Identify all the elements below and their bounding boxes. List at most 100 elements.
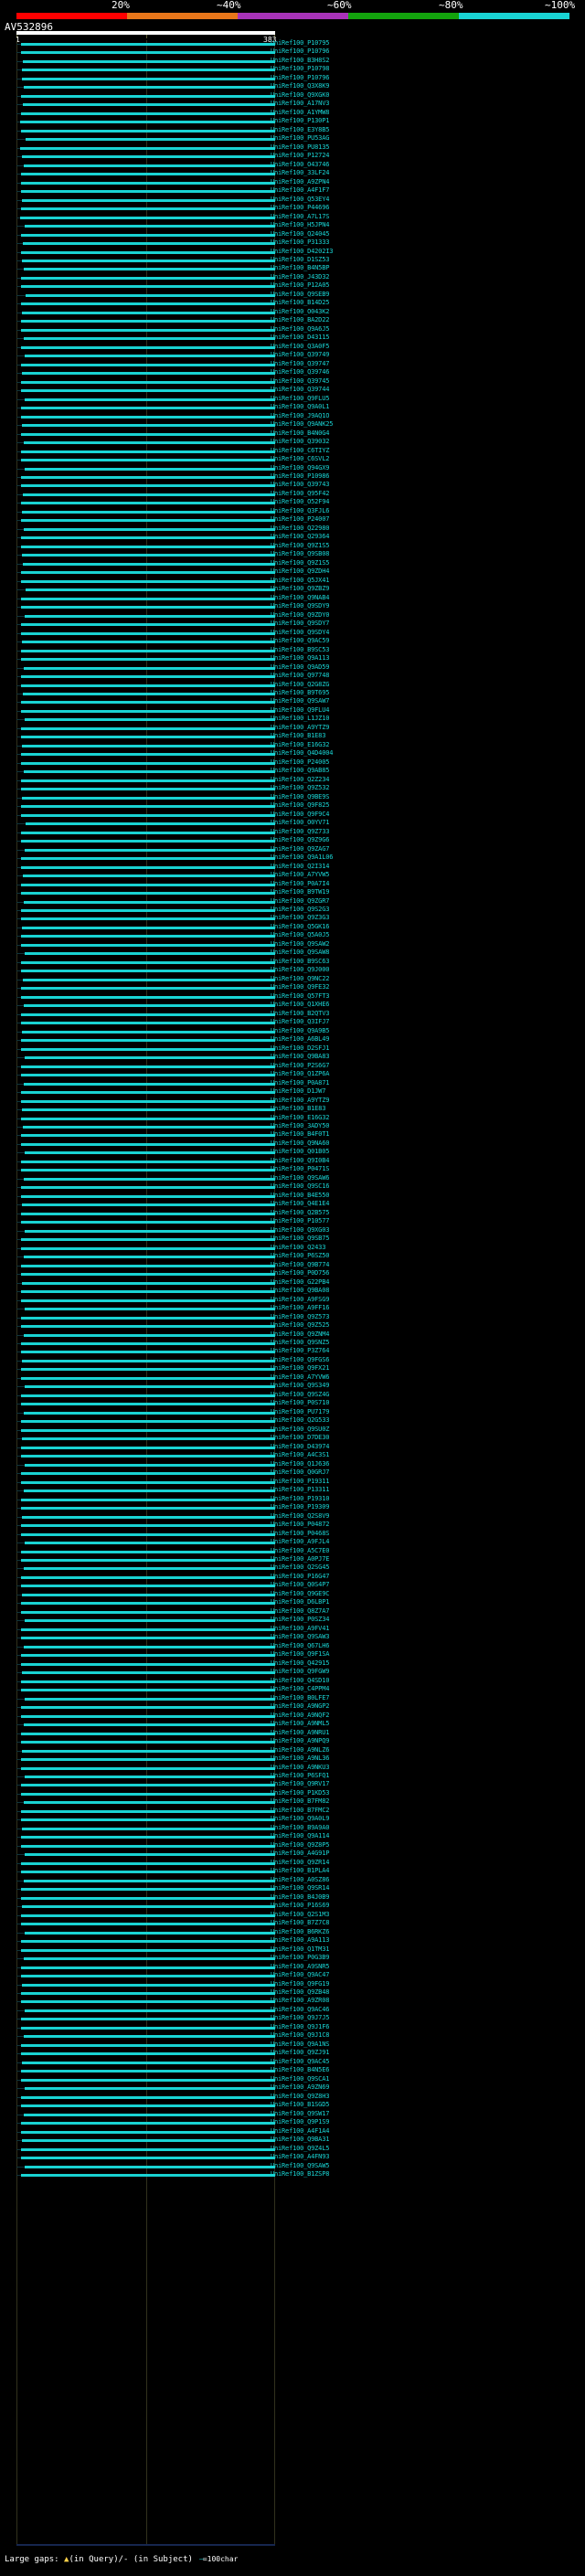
hit-bar[interactable] — [21, 1047, 275, 1051]
hit-row[interactable]: UniRef100_P2S6G7 — [0, 1062, 585, 1071]
hit-label[interactable]: UniRef100_A9NRU1 — [271, 1728, 330, 1736]
hit-row[interactable]: UniRef100_Q39744 — [0, 386, 585, 395]
hit-row[interactable]: UniRef100_B7FM82 — [0, 1797, 585, 1807]
hit-bar[interactable] — [21, 2000, 275, 2004]
hit-bar[interactable] — [21, 1065, 275, 1068]
hit-bar[interactable] — [21, 1238, 275, 1242]
hit-label[interactable]: UniRef100_Q4E1E4 — [271, 1200, 330, 1208]
hit-label[interactable]: UniRef100_P24005 — [271, 758, 330, 766]
hit-row[interactable]: UniRef100_Q9AD59 — [0, 663, 585, 673]
hit-label[interactable]: UniRef100_Q1J636 — [271, 1459, 330, 1468]
hit-row[interactable]: UniRef100_P10798 — [0, 65, 585, 74]
hit-bar[interactable] — [21, 1403, 275, 1406]
hit-row[interactable]: UniRef100_Q9SZ4G — [0, 1391, 585, 1400]
hit-label[interactable]: UniRef100_A9ZN69 — [271, 2083, 330, 2092]
hit-row[interactable]: UniRef100_B3H8S2 — [0, 57, 585, 66]
hit-label[interactable]: UniRef100_J9AQ1O — [271, 411, 330, 419]
hit-label[interactable]: UniRef100_Q9FGS6 — [271, 1355, 330, 1363]
hit-row[interactable]: UniRef100_Q9ZB48 — [0, 1988, 585, 1998]
hit-label[interactable]: UniRef100_PU53AG — [271, 134, 330, 143]
hit-label[interactable]: UniRef100_Q9A0L1 — [271, 403, 330, 411]
hit-row[interactable]: UniRef100_A9NRU1 — [0, 1728, 585, 1738]
hit-label[interactable]: UniRef100_B0LFE7 — [271, 1693, 330, 1701]
hit-row[interactable]: UniRef100_Q9Z1S5 — [0, 559, 585, 568]
hit-row[interactable]: UniRef100_Q9ZAG7 — [0, 845, 585, 854]
hit-bar[interactable] — [21, 970, 275, 973]
hit-label[interactable]: UniRef100_Q24045 — [271, 229, 330, 238]
hit-bar[interactable] — [21, 1706, 275, 1710]
hit-label[interactable]: UniRef100_Q9BA31 — [271, 2136, 330, 2144]
hit-label[interactable]: UniRef100_Q9AC59 — [271, 637, 330, 645]
hit-label[interactable]: UniRef100_B1E83 — [271, 732, 326, 740]
hit-row[interactable]: UniRef100_Q9I0B4 — [0, 1157, 585, 1166]
hit-bar[interactable] — [21, 250, 275, 254]
hit-label[interactable]: UniRef100_Q9ZJ91 — [271, 2049, 330, 2057]
hit-row[interactable]: UniRef100_Q9NC22 — [0, 975, 585, 984]
hit-row[interactable]: UniRef100_E3Y8B5 — [0, 126, 585, 135]
hit-label[interactable]: UniRef100_E16G32 — [271, 740, 330, 748]
hit-bar[interactable] — [21, 2130, 275, 2134]
hit-label[interactable]: UniRef100_D43115 — [271, 334, 330, 342]
hit-bar[interactable] — [21, 1966, 275, 1969]
hit-row[interactable]: UniRef100_Q9Z8P5 — [0, 1841, 585, 1850]
hit-bar[interactable] — [21, 1593, 275, 1596]
hit-row[interactable]: UniRef100_Q9SDY9 — [0, 602, 585, 611]
hit-bar[interactable] — [21, 865, 275, 869]
hit-bar[interactable] — [21, 1844, 275, 1848]
hit-label[interactable]: UniRef100_Q39745 — [271, 376, 330, 385]
hit-row[interactable]: UniRef100_P0G3B9 — [0, 1954, 585, 1963]
hit-row[interactable]: UniRef100_Q9SEB9 — [0, 291, 585, 300]
hit-row[interactable]: UniRef100_B9TW19 — [0, 888, 585, 897]
hit-row[interactable]: UniRef100_Q9AC46 — [0, 2006, 585, 2015]
hit-label[interactable]: UniRef100_A6BL49 — [271, 1035, 330, 1044]
hit-bar[interactable] — [21, 345, 275, 349]
hit-label[interactable]: UniRef100_Q9F9C4 — [271, 810, 330, 818]
hit-bar[interactable] — [21, 328, 275, 332]
hit-label[interactable]: UniRef100_B4F0T1 — [271, 1130, 330, 1139]
hit-row[interactable]: UniRef100_Q2I314 — [0, 863, 585, 872]
hit-row[interactable]: UniRef100_Q57FT3 — [0, 992, 585, 1002]
hit-row[interactable]: UniRef100_Q9GE9C — [0, 1590, 585, 1599]
hit-label[interactable]: UniRef100_P10577 — [271, 1217, 330, 1225]
hit-label[interactable]: UniRef100_Q9ZDY0 — [271, 610, 330, 619]
hit-bar[interactable] — [24, 1385, 275, 1389]
hit-row[interactable]: UniRef100_A9ZN69 — [0, 2083, 585, 2093]
hit-label[interactable]: UniRef100_P0471S — [271, 1165, 330, 1173]
hit-label[interactable]: UniRef100_Q9XG03 — [271, 1225, 330, 1234]
hit-bar[interactable] — [21, 675, 275, 679]
hit-bar[interactable] — [21, 831, 275, 834]
hit-label[interactable]: UniRef100_P0A7I4 — [271, 879, 330, 887]
hit-label[interactable]: UniRef100_Q9AC47 — [271, 1971, 330, 1979]
hit-bar[interactable] — [21, 779, 275, 782]
hit-row[interactable]: UniRef100_B9A9A0 — [0, 1824, 585, 1833]
hit-label[interactable]: UniRef100_J43D32 — [271, 272, 330, 281]
hit-label[interactable]: UniRef100_Q9Z573 — [271, 1312, 330, 1320]
hit-bar[interactable] — [21, 1498, 275, 1501]
hit-bar[interactable] — [22, 1126, 275, 1129]
hit-bar[interactable] — [21, 1342, 275, 1345]
hit-label[interactable]: UniRef100_D43974 — [271, 1442, 330, 1450]
hit-bar[interactable] — [24, 718, 275, 722]
hit-bar[interactable] — [21, 788, 275, 791]
hit-label[interactable]: UniRef100_Q9BA83 — [271, 1053, 330, 1061]
hit-row[interactable]: UniRef100_Q9A1L06 — [0, 853, 585, 863]
hit-label[interactable]: UniRef100_B9SC63 — [271, 957, 330, 965]
hit-label[interactable]: UniRef100_A4F1A4 — [271, 2126, 330, 2135]
hit-bar[interactable] — [21, 519, 275, 523]
hit-bar[interactable] — [24, 86, 275, 90]
hit-row[interactable]: UniRef100_A9NGP2 — [0, 1702, 585, 1712]
hit-bar[interactable] — [21, 1610, 275, 1614]
hit-bar[interactable] — [21, 641, 275, 644]
hit-row[interactable]: UniRef100_A4C3S1 — [0, 1451, 585, 1460]
hit-label[interactable]: UniRef100_A9SNR5 — [271, 1962, 330, 1970]
hit-bar[interactable] — [24, 1056, 275, 1060]
hit-row[interactable]: UniRef100_Q9SAW3 — [0, 1633, 585, 1642]
hit-bar[interactable] — [21, 276, 275, 280]
hit-row[interactable]: UniRef100_Q39745 — [0, 376, 585, 387]
hit-bar[interactable] — [24, 268, 275, 271]
hit-row[interactable]: UniRef100_Q5GK16 — [0, 923, 585, 932]
hit-bar[interactable] — [22, 242, 275, 246]
hit-bar[interactable] — [21, 536, 275, 540]
hit-bar[interactable] — [21, 960, 275, 964]
hit-label[interactable]: UniRef100_Q39749 — [271, 351, 330, 359]
